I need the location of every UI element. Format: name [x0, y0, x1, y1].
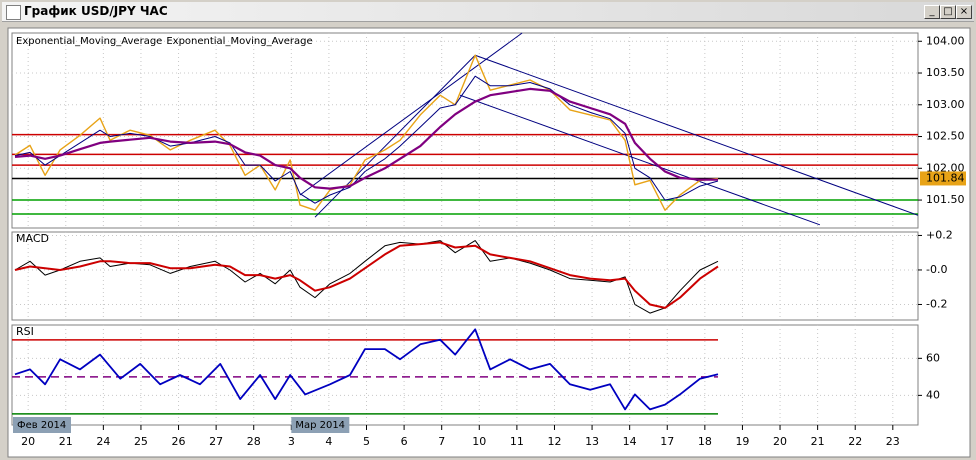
y-tick-label: 40: [926, 388, 940, 401]
series-line: [14, 75, 719, 204]
panel-frame: [11, 231, 919, 321]
maximize-button[interactable]: □: [940, 5, 956, 19]
trend-line: [299, 32, 523, 196]
x-tick-label: 20: [21, 435, 35, 448]
y-tick-label: 101.50: [926, 193, 965, 206]
panel-frame: [11, 32, 919, 229]
x-tick-label: 27: [209, 435, 223, 448]
x-tick-label: 28: [247, 435, 261, 448]
period-box: [291, 417, 350, 433]
x-tick-label: 26: [172, 435, 186, 448]
panel-frame: [11, 324, 919, 426]
trend-line: [459, 94, 821, 226]
x-tick-label: 13: [585, 435, 599, 448]
period-label: Фев 2014: [17, 420, 66, 431]
x-tick-label: 22: [848, 435, 862, 448]
series-line: [14, 328, 719, 411]
x-tick-label: 6: [401, 435, 408, 448]
x-tick-label: 10: [472, 435, 486, 448]
series-line: [14, 241, 719, 309]
x-tick-label: 14: [623, 435, 637, 448]
y-tick-label: 60: [926, 351, 940, 364]
y-tick-label: +0.2: [926, 228, 953, 241]
y-tick-label: 104.00: [926, 34, 965, 47]
legend-entry: Exponential_Moving_Average: [16, 36, 162, 47]
x-tick-label: 12: [547, 435, 561, 448]
close-button[interactable]: ×: [956, 5, 972, 19]
x-tick-label: 18: [698, 435, 712, 448]
period-label: Мар 2014: [295, 420, 345, 431]
y-tick-label: -0.2: [926, 297, 947, 310]
chart-area: [7, 27, 971, 458]
y-tick-label: -0.0: [926, 263, 947, 276]
x-tick-label: 20: [773, 435, 787, 448]
window-title: График USD/JPY ЧАС: [24, 4, 168, 18]
x-tick-label: 4: [325, 435, 332, 448]
title-bar: График USD/JPY ЧАС _ □ ×: [2, 2, 974, 22]
x-tick-label: 25: [134, 435, 148, 448]
minimize-button[interactable]: _: [924, 5, 940, 19]
legend-entry: Exponential_Moving_Average: [166, 36, 312, 47]
series-line: [14, 87, 718, 190]
x-tick-label: 21: [811, 435, 825, 448]
panel-title: RSI: [16, 325, 34, 338]
x-tick-label: 3: [288, 435, 295, 448]
app-icon: [6, 5, 21, 20]
x-tick-label: 21: [59, 435, 73, 448]
x-tick-label: 17: [660, 435, 674, 448]
x-tick-label: 7: [438, 435, 445, 448]
y-tick-label: 102.50: [926, 130, 965, 143]
x-tick-label: 11: [510, 435, 524, 448]
y-tick-label: 102.00: [926, 161, 965, 174]
y-tick-label: 103.00: [926, 98, 965, 111]
series-line: [14, 54, 719, 211]
x-tick-label: 19: [735, 435, 749, 448]
y-tick-label: 103.50: [926, 66, 965, 79]
trend-line: [474, 54, 919, 216]
x-tick-label: 23: [886, 435, 900, 448]
x-tick-label: 5: [363, 435, 370, 448]
last-price-label: 101.84: [926, 171, 965, 184]
panel-title: MACD: [16, 232, 49, 245]
last-price-box: [920, 171, 966, 186]
period-box: [13, 417, 71, 433]
x-tick-label: 24: [96, 435, 110, 448]
